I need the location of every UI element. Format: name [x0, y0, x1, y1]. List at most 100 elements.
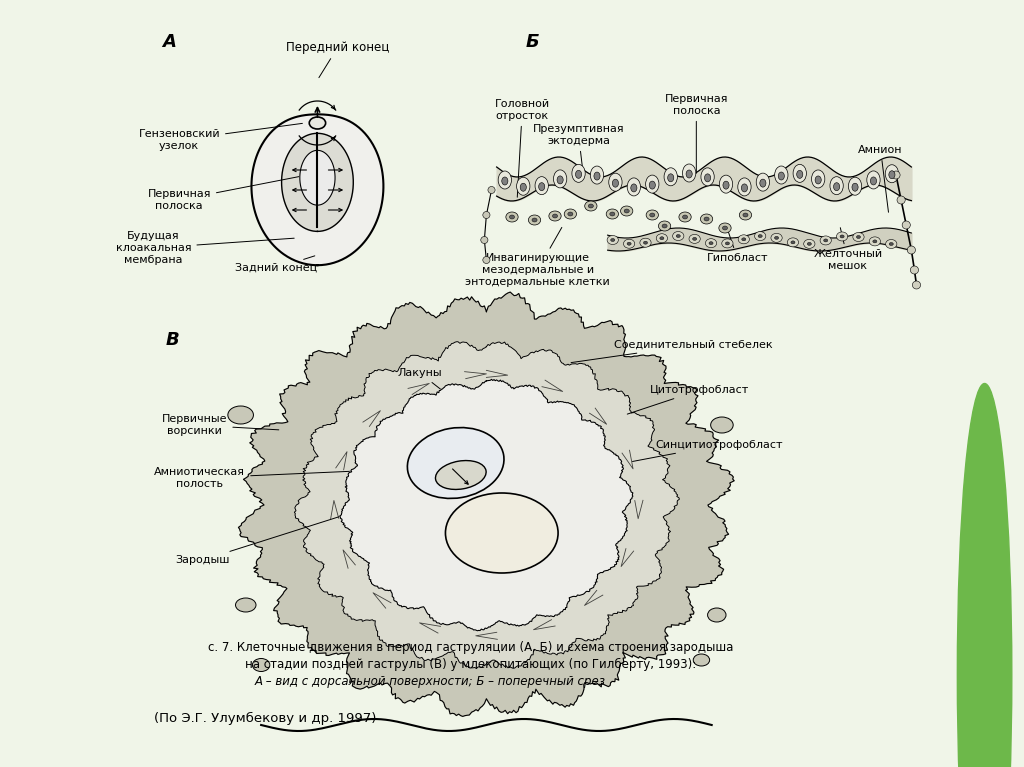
Ellipse shape — [787, 238, 799, 247]
Ellipse shape — [852, 183, 858, 191]
Ellipse shape — [236, 598, 256, 612]
Circle shape — [912, 281, 921, 289]
Ellipse shape — [837, 232, 848, 241]
Ellipse shape — [646, 210, 658, 220]
Ellipse shape — [709, 242, 713, 245]
Ellipse shape — [849, 177, 862, 196]
Text: Соединительный стебелек: Соединительный стебелек — [571, 340, 773, 363]
Circle shape — [488, 186, 496, 193]
Text: Первичная
полоска: Первичная полоска — [665, 94, 728, 173]
Ellipse shape — [659, 237, 664, 240]
Ellipse shape — [520, 183, 526, 191]
Ellipse shape — [723, 181, 729, 189]
Ellipse shape — [594, 172, 600, 180]
Text: Головной
отросток: Головной отросток — [495, 99, 550, 197]
Ellipse shape — [656, 234, 668, 242]
Ellipse shape — [739, 210, 752, 220]
Text: Желточный
мешок: Желточный мешок — [813, 228, 883, 271]
Ellipse shape — [870, 177, 877, 185]
Ellipse shape — [610, 239, 614, 242]
Ellipse shape — [815, 176, 821, 184]
Text: Лакуны: Лакуны — [397, 368, 459, 403]
Ellipse shape — [840, 235, 844, 238]
Ellipse shape — [711, 417, 733, 433]
Ellipse shape — [612, 179, 618, 187]
Ellipse shape — [553, 214, 557, 218]
Text: Гипобласт: Гипобласт — [707, 231, 768, 263]
Ellipse shape — [830, 176, 844, 195]
Circle shape — [897, 196, 905, 204]
Ellipse shape — [689, 235, 700, 243]
Text: Б: Б — [525, 33, 540, 51]
Polygon shape — [239, 292, 734, 716]
Ellipse shape — [807, 242, 811, 245]
Text: Презумптивная
эктодерма: Презумптивная эктодерма — [532, 124, 625, 175]
Ellipse shape — [608, 173, 622, 191]
Ellipse shape — [820, 236, 831, 245]
Ellipse shape — [834, 183, 840, 191]
Ellipse shape — [627, 178, 641, 196]
Ellipse shape — [643, 241, 647, 244]
Text: Первичная
полоска: Первичная полоска — [147, 176, 304, 211]
Ellipse shape — [725, 242, 729, 245]
Circle shape — [957, 384, 1012, 767]
Ellipse shape — [856, 235, 860, 239]
Ellipse shape — [889, 242, 893, 245]
Circle shape — [907, 246, 915, 254]
Ellipse shape — [741, 238, 745, 241]
Text: В: В — [165, 331, 179, 349]
Ellipse shape — [700, 214, 713, 224]
Text: Цитотрофобласт: Цитотрофобласт — [628, 385, 750, 414]
Ellipse shape — [738, 235, 750, 244]
Text: Внезародышевый
целом: Внезародышевый целом — [453, 549, 557, 571]
Ellipse shape — [705, 217, 709, 221]
Ellipse shape — [673, 232, 684, 241]
Ellipse shape — [502, 177, 508, 185]
Ellipse shape — [536, 176, 549, 195]
Ellipse shape — [408, 427, 504, 499]
Ellipse shape — [723, 226, 727, 230]
Ellipse shape — [679, 212, 691, 222]
Ellipse shape — [625, 209, 629, 213]
Ellipse shape — [823, 239, 827, 242]
Ellipse shape — [771, 233, 782, 242]
Text: Синцитиотрофобласт: Синцитиотрофобласт — [633, 440, 783, 462]
Ellipse shape — [624, 239, 635, 249]
Ellipse shape — [683, 164, 696, 182]
Ellipse shape — [585, 201, 597, 211]
Ellipse shape — [720, 175, 733, 193]
Polygon shape — [340, 380, 633, 630]
Polygon shape — [282, 133, 353, 232]
Ellipse shape — [606, 209, 618, 219]
Ellipse shape — [774, 236, 778, 239]
Ellipse shape — [722, 239, 733, 248]
Ellipse shape — [743, 213, 748, 217]
Ellipse shape — [872, 240, 877, 243]
Ellipse shape — [706, 239, 717, 248]
Ellipse shape — [741, 184, 748, 192]
Ellipse shape — [435, 460, 486, 489]
Ellipse shape — [804, 239, 815, 249]
Ellipse shape — [756, 173, 770, 191]
Polygon shape — [252, 114, 383, 265]
Circle shape — [481, 236, 488, 243]
Text: Задний конец: Задний конец — [236, 256, 317, 273]
Ellipse shape — [510, 215, 514, 219]
Ellipse shape — [719, 223, 731, 233]
Text: с. 7. Клеточные движения в период гаструляции (А, Б) и схема строения зародыша: с. 7. Клеточные движения в период гастру… — [208, 640, 734, 653]
Ellipse shape — [528, 215, 541, 225]
Ellipse shape — [649, 181, 655, 189]
Ellipse shape — [797, 170, 803, 179]
Ellipse shape — [663, 224, 668, 228]
Text: Гензеновский
узелок: Гензеновский узелок — [138, 123, 302, 151]
Ellipse shape — [640, 239, 651, 247]
Text: Инвагинирующие
мезодермальные и
энтодермальные клетки: Инвагинирующие мезодермальные и энтодерм… — [465, 228, 610, 287]
Ellipse shape — [627, 242, 631, 245]
Text: на стадии поздней гаструлы (В) у млекопитающих (по Гилберту, 1993):: на стадии поздней гаструлы (В) у млекопи… — [246, 657, 696, 670]
Ellipse shape — [737, 178, 751, 196]
Ellipse shape — [554, 170, 567, 188]
Circle shape — [483, 256, 490, 264]
Ellipse shape — [692, 237, 696, 240]
Polygon shape — [294, 342, 679, 669]
Ellipse shape — [869, 237, 881, 246]
